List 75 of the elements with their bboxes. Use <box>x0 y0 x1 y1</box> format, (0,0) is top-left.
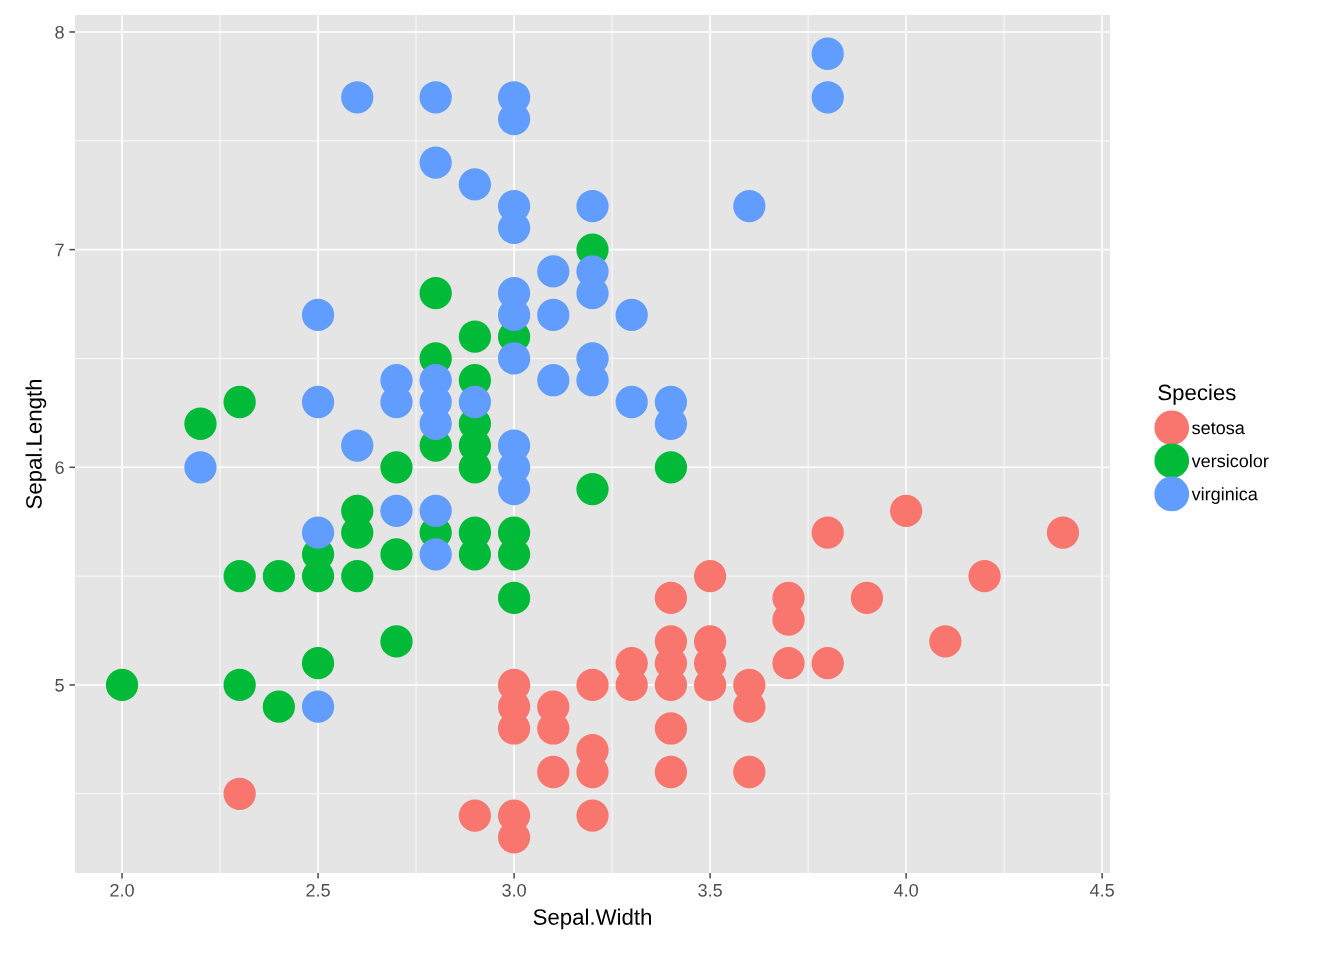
point <box>811 37 844 70</box>
point <box>929 625 962 658</box>
point <box>341 429 374 462</box>
point <box>497 342 531 375</box>
point <box>1046 516 1080 549</box>
point <box>576 668 609 702</box>
x-tick-label: 3.0 <box>502 883 526 897</box>
point <box>223 385 256 419</box>
point <box>811 516 844 549</box>
point <box>537 755 570 789</box>
point <box>733 189 766 223</box>
point <box>380 451 413 484</box>
point <box>654 712 688 745</box>
point <box>458 320 492 353</box>
x-tick-label: 4.0 <box>894 883 918 897</box>
y-axis-title: Sepal.Length <box>25 379 47 509</box>
point <box>968 559 1001 593</box>
legend-label: setosa <box>1192 422 1245 435</box>
point <box>576 799 609 832</box>
point <box>497 581 531 615</box>
point <box>223 668 256 702</box>
point <box>654 581 688 615</box>
point <box>301 690 335 723</box>
x-tick-label: 3.5 <box>698 883 722 897</box>
point <box>615 298 648 332</box>
point <box>419 277 452 310</box>
point <box>380 625 413 658</box>
point <box>654 451 688 484</box>
point <box>341 559 374 593</box>
point <box>223 559 256 593</box>
point <box>419 146 452 179</box>
x-tick-label: 2.5 <box>306 883 330 897</box>
point <box>380 494 413 527</box>
point <box>184 451 217 484</box>
point <box>458 385 492 419</box>
x-tick-label: 2.0 <box>110 883 134 897</box>
point <box>262 559 295 593</box>
point <box>419 81 452 114</box>
y-tick-label: 7 <box>55 243 64 257</box>
point <box>341 81 374 114</box>
point <box>458 799 492 832</box>
point <box>301 647 335 680</box>
legend-label: virginica <box>1191 487 1258 504</box>
point <box>380 538 413 571</box>
point <box>576 189 609 223</box>
legend-title: Species <box>1158 384 1236 405</box>
legend-label: versicolor <box>1191 454 1269 468</box>
point <box>458 168 492 201</box>
y-tick-label: 8 <box>55 25 64 39</box>
point <box>537 364 570 397</box>
point <box>811 647 844 680</box>
point <box>537 255 570 288</box>
point <box>105 668 139 702</box>
point <box>811 81 844 114</box>
point <box>654 755 688 789</box>
point <box>301 516 335 549</box>
point <box>301 298 335 332</box>
point <box>890 494 923 527</box>
point <box>419 494 452 527</box>
point <box>262 690 295 723</box>
point <box>693 559 727 593</box>
point <box>850 581 884 615</box>
x-tick-label: 4.5 <box>1090 884 1114 897</box>
x-axis-title: Sepal.Width <box>533 908 651 930</box>
point <box>184 407 217 440</box>
point <box>733 755 766 789</box>
point <box>419 538 452 571</box>
point <box>301 385 335 419</box>
point <box>772 647 805 680</box>
y-tick-label: 5 <box>55 679 64 692</box>
point <box>615 385 648 419</box>
point <box>576 472 609 506</box>
point <box>223 777 256 810</box>
y-tick-label: 6 <box>55 461 64 475</box>
point <box>537 298 570 332</box>
